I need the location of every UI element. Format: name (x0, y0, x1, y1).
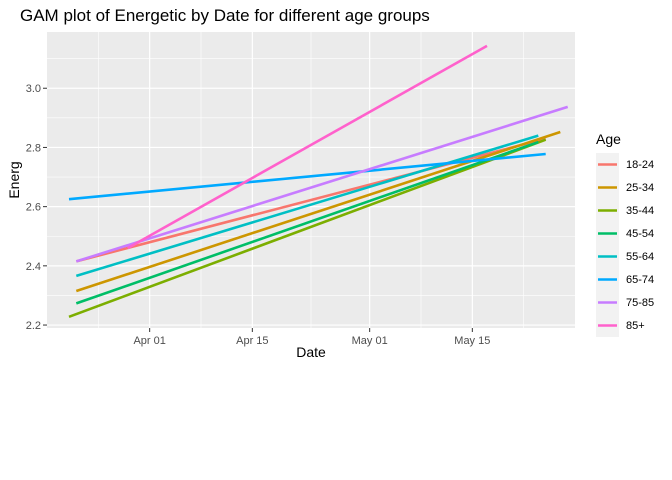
legend-label: 35-44 (626, 205, 654, 217)
series-line-25-34 (75, 130, 561, 293)
legend-item: 55-64 (596, 245, 654, 268)
y-axis-title: Energ (6, 161, 22, 198)
x-tick-label: Apr 01 (133, 335, 165, 347)
legend-items: 18-24 25-34 35-44 45-54 55-64 65-74 75-85 85+ (596, 153, 654, 337)
x-axis-ticks: Apr 01 Apr 15 May 01 May 15 (133, 328, 490, 347)
legend-item: 85+ (596, 314, 645, 337)
legend-label: 85+ (626, 320, 645, 332)
series-line-75-85 (75, 105, 569, 263)
series-line-65-74 (68, 152, 546, 201)
x-tick-label: Apr 15 (236, 335, 268, 347)
legend-label: 25-34 (626, 182, 654, 194)
legend-item: 65-74 (596, 268, 654, 291)
legend-item: 25-34 (596, 176, 654, 199)
series-line-35-44 (68, 138, 547, 319)
y-tick-label: 2.8 (26, 142, 41, 154)
legend-label: 18-24 (626, 159, 654, 171)
legend: Age 18-24 25-34 35-44 45-54 55-64 65-74 75-85 8… (596, 131, 654, 337)
legend-label: 75-85 (626, 297, 654, 309)
legend-label: 65-74 (626, 274, 654, 286)
series-line-45-54 (75, 140, 539, 305)
y-tick-label: 3.0 (26, 83, 41, 95)
x-tick-label: May 01 (352, 335, 388, 347)
legend-title: Age (596, 131, 621, 147)
series-lines (68, 44, 569, 319)
series-line-55-64 (75, 134, 539, 278)
legend-label: 55-64 (626, 251, 654, 263)
legend-item: 45-54 (596, 222, 654, 245)
legend-item: 75-85 (596, 291, 654, 314)
x-axis-title: Date (296, 344, 326, 360)
legend-item: 18-24 (596, 153, 654, 176)
y-tick-label: 2.6 (26, 202, 41, 214)
series-line-18-24 (75, 137, 547, 263)
legend-label: 45-54 (626, 228, 654, 240)
series-line-85+ (127, 44, 488, 250)
grid-minor (47, 32, 575, 328)
y-tick-label: 2.4 (26, 261, 41, 273)
x-tick-label: May 15 (454, 335, 490, 347)
chart-title: GAM plot of Energetic by Date for differ… (20, 6, 430, 25)
legend-item: 35-44 (596, 199, 654, 222)
y-axis-ticks: 2.2 2.4 2.6 2.8 3.0 (26, 83, 47, 332)
y-tick-label: 2.2 (26, 320, 41, 332)
